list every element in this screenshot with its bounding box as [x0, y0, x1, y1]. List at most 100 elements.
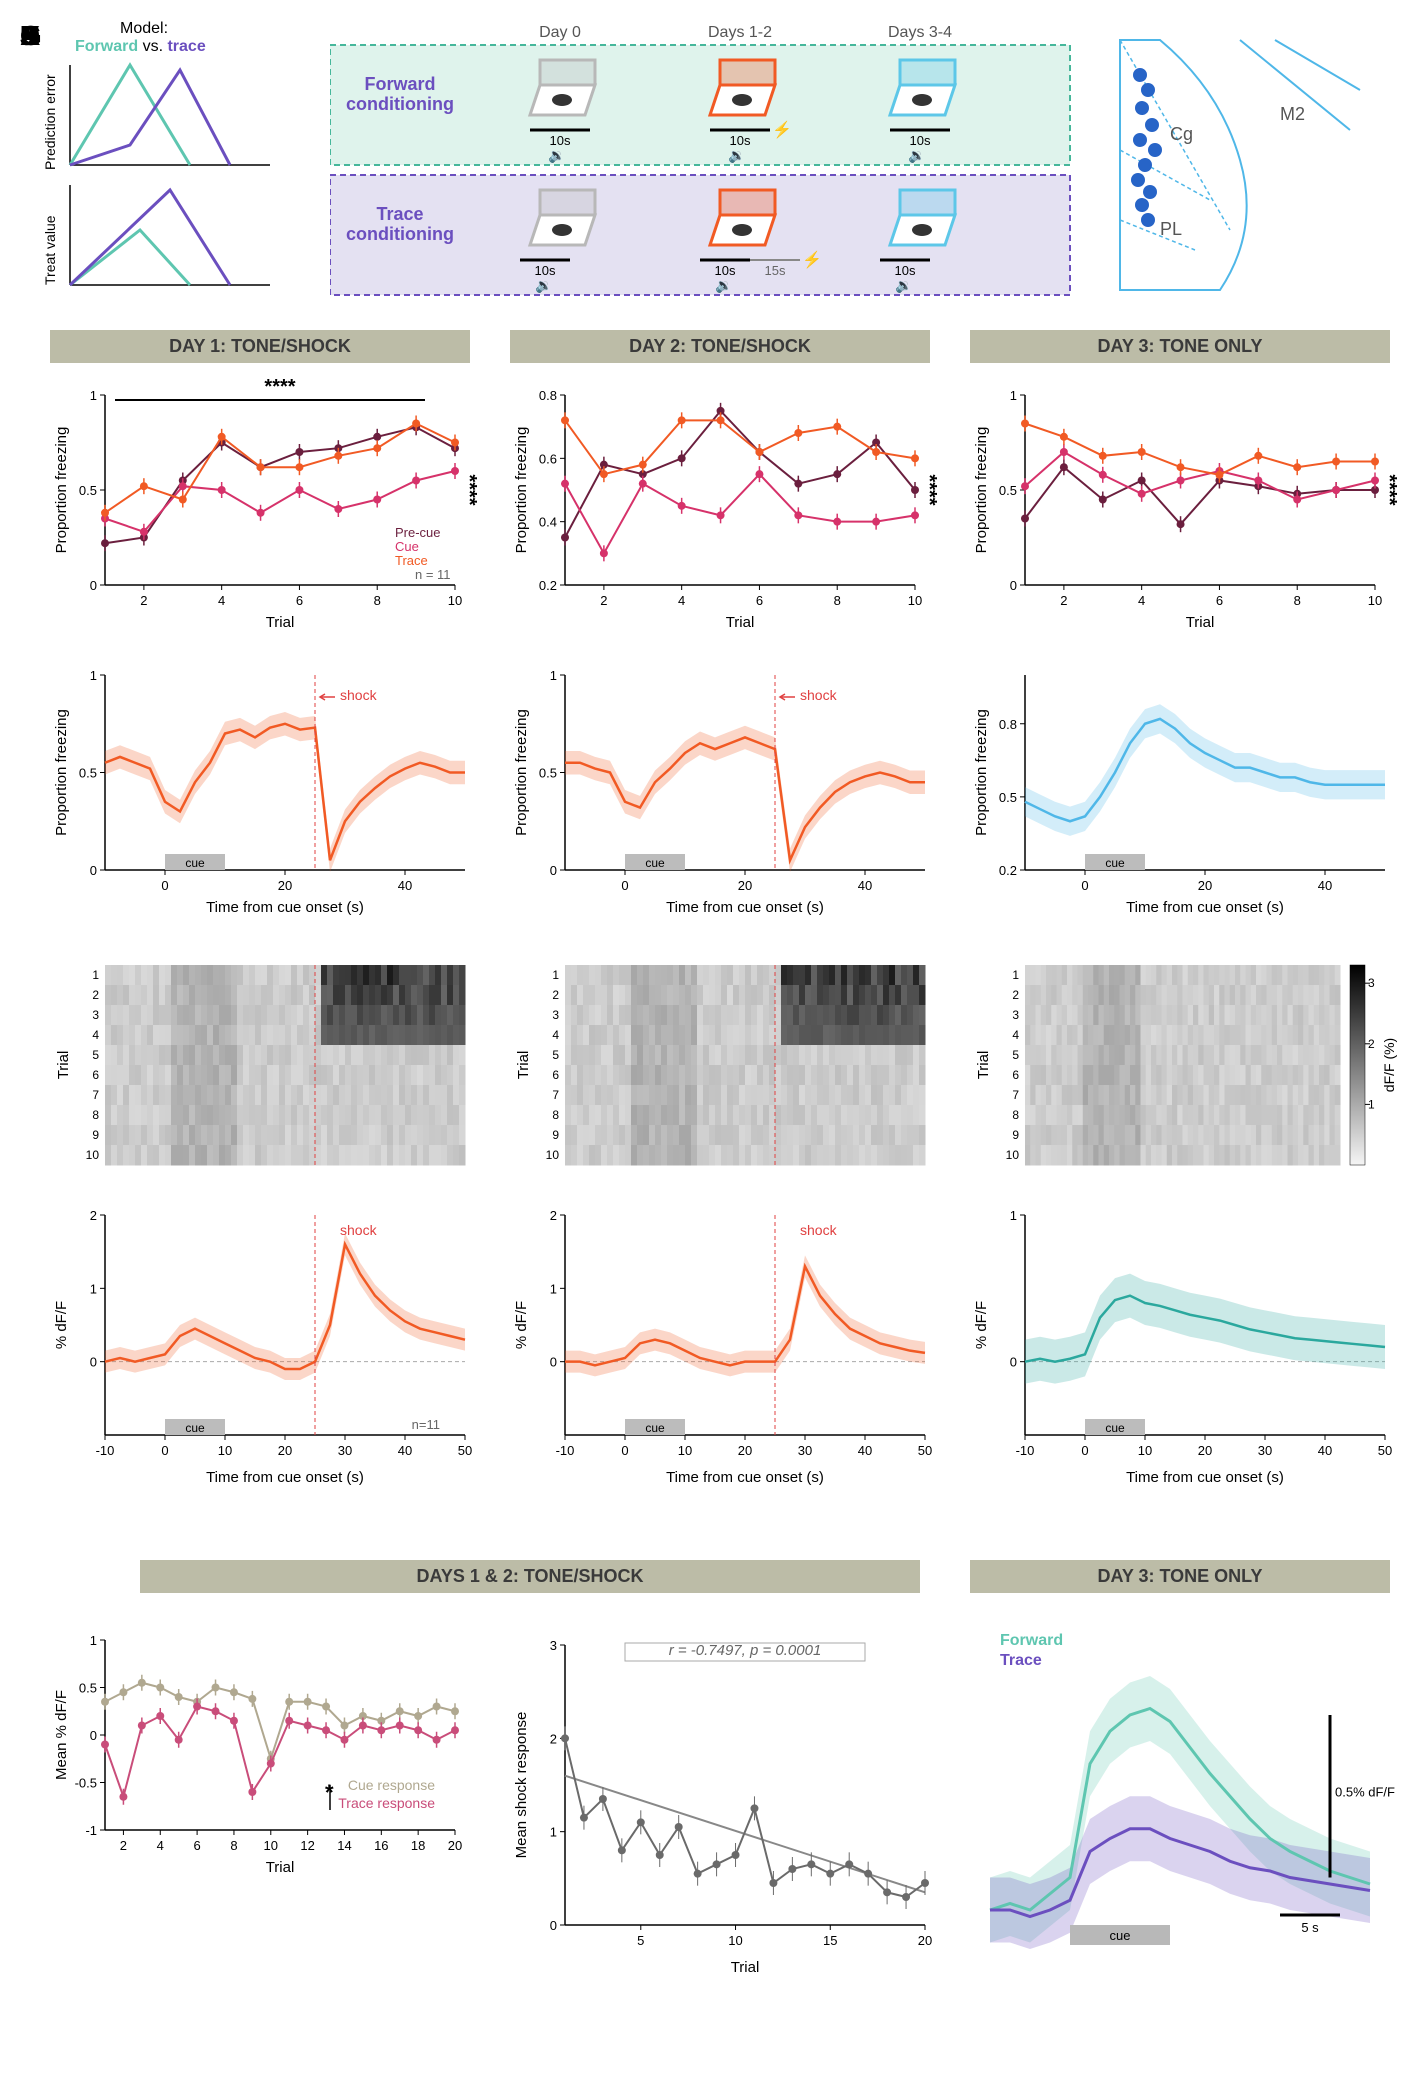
svg-text:1: 1	[550, 1825, 557, 1840]
svg-text:Time from cue onset (s): Time from cue onset (s)	[666, 899, 824, 916]
panel-I-heat: 12345678910Trial123dF/F (%)	[970, 960, 1400, 1180]
svg-text:1: 1	[550, 1281, 557, 1296]
svg-text:cue: cue	[645, 1421, 665, 1435]
svg-text:0: 0	[550, 1918, 557, 1933]
svg-text:30: 30	[798, 1443, 812, 1458]
svg-text:Proportion freezing: Proportion freezing	[973, 427, 990, 554]
panel-D-time-svg: 00.5102040cueshockTime from cue onset (s…	[50, 660, 480, 920]
panel-C-svg: M2CgPL	[1100, 30, 1390, 310]
svg-text:****: ****	[918, 474, 940, 505]
svg-text:0: 0	[1081, 1443, 1088, 1458]
header-day2: DAY 2: TONE/SHOCK	[510, 330, 930, 363]
svg-text:cue: cue	[1105, 1421, 1125, 1435]
svg-text:8: 8	[230, 1838, 237, 1853]
svg-text:10: 10	[448, 593, 462, 608]
svg-text:1: 1	[1012, 968, 1019, 982]
panel-I-line: 01-1001020304050cueTime from cue onset (…	[970, 1200, 1400, 1490]
svg-text:0: 0	[161, 878, 168, 893]
panel-D-svg: 00.51246810TrialProportion freezing*****…	[50, 375, 480, 635]
svg-text:5: 5	[92, 1048, 99, 1062]
panel-B-svg: Day 0Days 1-2Days 3-4Forwardconditioning…	[330, 25, 1080, 305]
svg-text:Cue: Cue	[395, 539, 419, 554]
svg-text:5: 5	[1012, 1048, 1019, 1062]
svg-text:8: 8	[1012, 1108, 1019, 1122]
svg-text:🔉: 🔉	[908, 147, 925, 164]
svg-text:1: 1	[90, 1633, 97, 1648]
svg-text:0: 0	[90, 1728, 97, 1743]
svg-text:20: 20	[1198, 878, 1212, 893]
svg-text:10: 10	[86, 1148, 100, 1162]
svg-text:Forward: Forward	[1000, 1632, 1063, 1649]
svg-text:0.5% dF/F: 0.5% dF/F	[1335, 1784, 1395, 1799]
svg-text:shock: shock	[800, 1222, 838, 1238]
svg-text:10: 10	[1368, 593, 1382, 608]
svg-text:6: 6	[92, 1068, 99, 1082]
svg-text:3: 3	[92, 1008, 99, 1022]
svg-text:0.5: 0.5	[539, 766, 557, 781]
svg-text:Trial: Trial	[1186, 614, 1215, 631]
svg-text:20: 20	[738, 878, 752, 893]
svg-text:n=11: n=11	[412, 1417, 440, 1432]
svg-text:4: 4	[218, 593, 225, 608]
svg-text:Mean shock response: Mean shock response	[513, 1712, 530, 1859]
svg-text:4: 4	[1012, 1028, 1019, 1042]
svg-text:10: 10	[1006, 1148, 1020, 1162]
svg-text:2: 2	[120, 1838, 127, 1853]
svg-text:Pre-cue: Pre-cue	[395, 525, 441, 540]
panel-G-heat: 12345678910Trial	[50, 960, 480, 1180]
svg-text:cue: cue	[1105, 856, 1125, 870]
svg-text:🔉: 🔉	[728, 147, 745, 164]
svg-text:6: 6	[756, 593, 763, 608]
svg-text:🔉: 🔉	[895, 277, 912, 294]
label-L: L	[20, 20, 37, 52]
svg-text:40: 40	[398, 878, 412, 893]
svg-text:8: 8	[92, 1108, 99, 1122]
svg-text:0: 0	[90, 863, 97, 878]
svg-text:Days 1-2: Days 1-2	[708, 25, 772, 41]
svg-text:12: 12	[300, 1838, 314, 1853]
svg-text:40: 40	[858, 878, 872, 893]
svg-text:-10: -10	[1016, 1443, 1035, 1458]
svg-text:10: 10	[218, 1443, 232, 1458]
header-day3: DAY 3: TONE ONLY	[970, 330, 1390, 363]
svg-text:40: 40	[1318, 1443, 1332, 1458]
svg-text:10s: 10s	[910, 133, 931, 148]
svg-text:2: 2	[550, 1731, 557, 1746]
svg-text:4: 4	[552, 1028, 559, 1042]
svg-text:18: 18	[411, 1838, 425, 1853]
svg-text:1: 1	[1010, 1208, 1017, 1223]
svg-text:1: 1	[90, 1281, 97, 1296]
header-days12: DAYS 1 & 2: TONE/SHOCK	[140, 1560, 920, 1593]
svg-text:15s: 15s	[765, 263, 786, 278]
svg-text:20: 20	[278, 1443, 292, 1458]
svg-text:7: 7	[552, 1088, 559, 1102]
svg-text:0: 0	[550, 863, 557, 878]
svg-text:20: 20	[738, 1443, 752, 1458]
svg-text:20: 20	[1198, 1443, 1212, 1458]
svg-text:Trial: Trial	[515, 1051, 532, 1080]
svg-text:1: 1	[92, 968, 99, 982]
svg-text:1: 1	[552, 968, 559, 982]
svg-text:n = 11: n = 11	[415, 567, 451, 582]
svg-text:0.5: 0.5	[79, 766, 97, 781]
svg-text:4: 4	[92, 1028, 99, 1042]
svg-text:cue: cue	[1110, 1928, 1131, 1943]
svg-text:Proportion freezing: Proportion freezing	[973, 709, 990, 836]
svg-text:Trial: Trial	[731, 1959, 760, 1976]
svg-text:0: 0	[1010, 1355, 1017, 1370]
svg-text:0.2: 0.2	[999, 863, 1017, 878]
svg-text:Trace: Trace	[1000, 1652, 1042, 1669]
svg-text:50: 50	[918, 1443, 932, 1458]
svg-text:Proportion freezing: Proportion freezing	[53, 427, 70, 554]
model-legend: Forward vs. trace	[75, 38, 206, 56]
svg-text:6: 6	[1012, 1068, 1019, 1082]
svg-text:⚡: ⚡	[772, 120, 792, 139]
svg-text:10s: 10s	[535, 263, 556, 278]
svg-text:5: 5	[637, 1933, 644, 1948]
svg-text:shock: shock	[800, 687, 838, 703]
svg-text:PL: PL	[1160, 219, 1182, 239]
svg-text:2: 2	[600, 593, 607, 608]
svg-text:40: 40	[858, 1443, 872, 1458]
svg-text:Time from cue onset (s): Time from cue onset (s)	[1126, 1469, 1284, 1486]
svg-text:10: 10	[678, 1443, 692, 1458]
